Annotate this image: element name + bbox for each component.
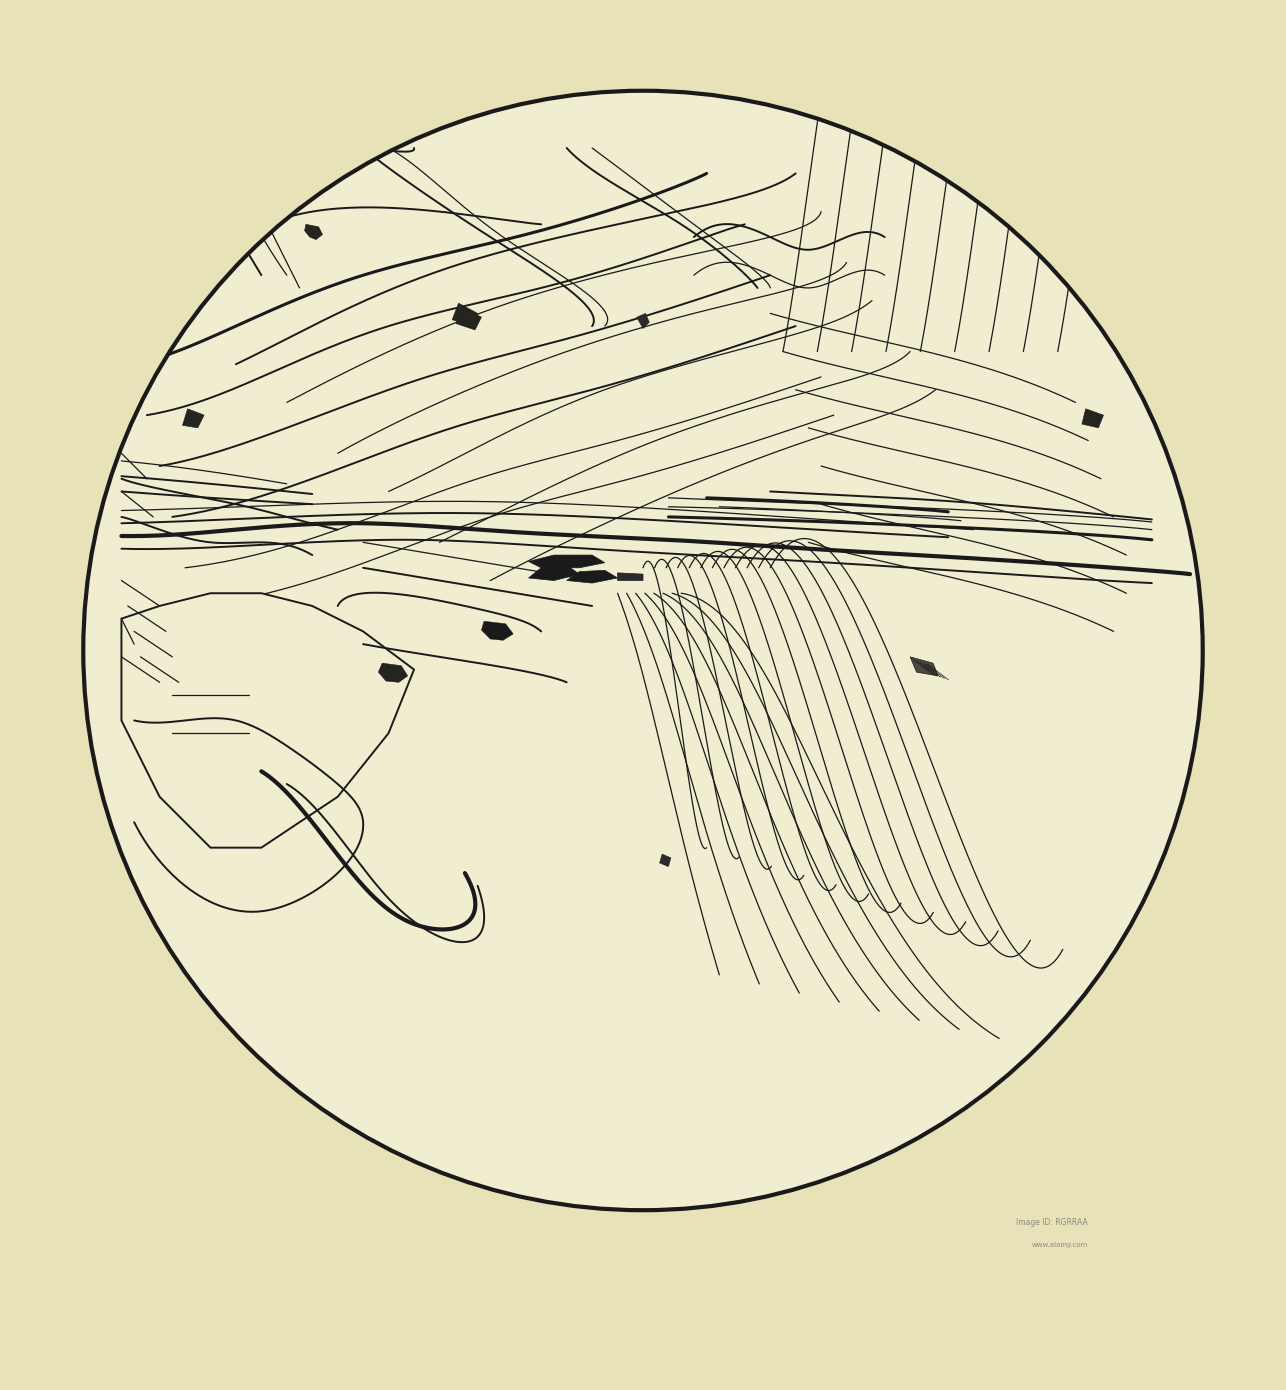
Polygon shape (457, 307, 481, 329)
Polygon shape (305, 224, 323, 239)
Text: www.alamy.com: www.alamy.com (1031, 1241, 1088, 1248)
Polygon shape (529, 555, 604, 567)
Polygon shape (660, 853, 671, 867)
Polygon shape (453, 303, 477, 327)
Circle shape (84, 90, 1202, 1211)
Polygon shape (617, 573, 643, 581)
Text: Image ID: RGRRAA: Image ID: RGRRAA (1016, 1219, 1088, 1227)
Polygon shape (183, 409, 204, 428)
Polygon shape (637, 313, 649, 328)
Polygon shape (529, 566, 580, 581)
Polygon shape (481, 621, 513, 641)
Polygon shape (121, 594, 414, 848)
Polygon shape (567, 570, 617, 582)
Polygon shape (1082, 409, 1103, 428)
Polygon shape (378, 663, 408, 682)
Polygon shape (910, 657, 937, 676)
